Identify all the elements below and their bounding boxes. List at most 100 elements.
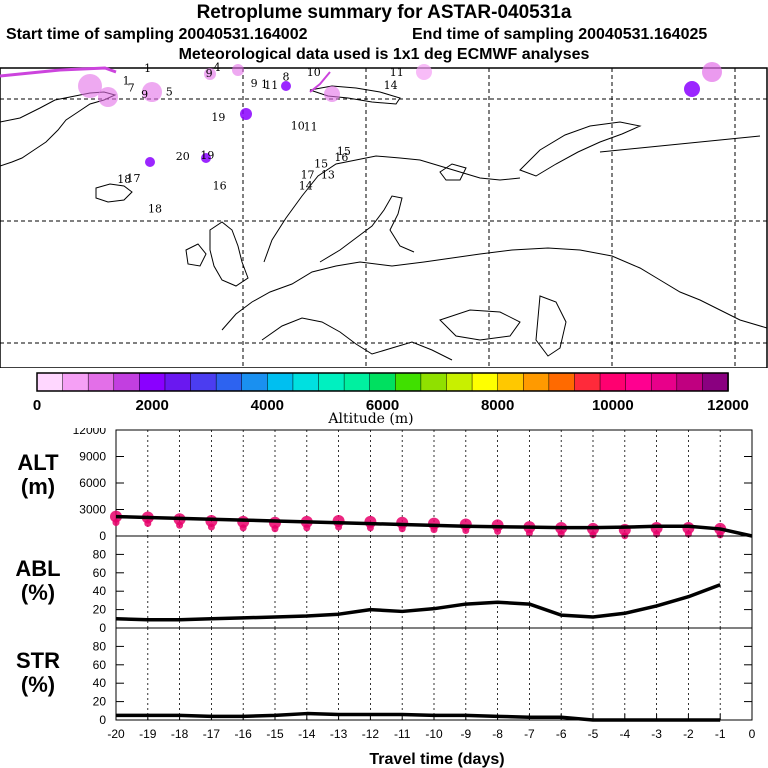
plume-marker bbox=[684, 81, 700, 97]
alt-point bbox=[398, 525, 406, 533]
trajectory-day-label: 14 bbox=[299, 179, 313, 192]
end-time: End time of sampling 20040531.164025 bbox=[412, 26, 708, 43]
alt-point bbox=[462, 527, 470, 535]
alt-point bbox=[335, 523, 343, 531]
colorbar-frame bbox=[36, 372, 729, 392]
white-sea bbox=[439, 163, 467, 181]
colorbar-swatch bbox=[446, 372, 473, 392]
plume-marker bbox=[281, 81, 291, 91]
series-line bbox=[116, 711, 721, 722]
colorbar-swatch bbox=[318, 372, 345, 392]
colorbar-swatch bbox=[599, 372, 627, 392]
trajectory-day-label: 10 bbox=[291, 120, 305, 133]
x-tick-label: -14 bbox=[298, 727, 316, 741]
plume-marker bbox=[324, 86, 340, 102]
y-tick-label: 80 bbox=[93, 547, 107, 561]
abl-panel: 0 20 40 60 80 ABL(%) bbox=[15, 535, 753, 635]
trajectory-day-label: 9 bbox=[141, 88, 148, 101]
colorbar-swatch bbox=[625, 372, 652, 392]
iceland-coast bbox=[95, 183, 133, 203]
colorbar-swatch bbox=[62, 372, 89, 392]
x-tick-label: -5 bbox=[588, 727, 599, 741]
colorbar-tick-label: 8000 bbox=[481, 397, 514, 414]
panel-axis-label: ABL bbox=[15, 556, 60, 581]
plume-marker bbox=[98, 87, 118, 107]
trajectory-day-label: 7 bbox=[128, 82, 135, 95]
colorbar-swatch bbox=[523, 372, 550, 392]
y-tick-label: 3000 bbox=[79, 503, 106, 517]
x-tick-label: -12 bbox=[362, 727, 380, 741]
colorbar-tick-label: 0 bbox=[33, 397, 41, 414]
alt-panel: 0 3000 6000 9000 12000 ALT(m) bbox=[17, 428, 753, 543]
plume-marker bbox=[702, 62, 722, 82]
colorbar-swatch bbox=[343, 372, 371, 392]
siberia-coast bbox=[599, 135, 761, 153]
y-tick-label: 40 bbox=[93, 584, 107, 598]
trajectory-day-label: 10 bbox=[307, 66, 321, 79]
panel-axis-label: STR bbox=[16, 648, 60, 673]
trajectory-day-label: 14 bbox=[384, 79, 398, 92]
x-axis: -20 -19 -18 -17 -16 -15 -14 -13 -12 -11 -10 -9 -8 -7-… bbox=[107, 714, 756, 741]
alt-point bbox=[366, 524, 374, 532]
continent-coast bbox=[221, 247, 768, 331]
colorbar-tick-label: 6000 bbox=[366, 397, 399, 414]
plume-marker bbox=[142, 82, 162, 102]
plume-marker bbox=[201, 153, 211, 163]
colorbar-swatch bbox=[215, 372, 243, 392]
trajectory-day-label: 15 bbox=[337, 145, 351, 158]
plume-marker bbox=[78, 74, 102, 98]
trajectory-day-label: 20 bbox=[176, 150, 190, 163]
trajectory-day-label: 19 bbox=[200, 149, 214, 162]
trajectory-day-label: 1 bbox=[261, 78, 268, 91]
plume-marker bbox=[204, 68, 216, 80]
plume-marker bbox=[240, 108, 252, 120]
x-tick-label: -8 bbox=[492, 727, 503, 741]
x-tick-label: -6 bbox=[556, 727, 567, 741]
colorbar-swatch bbox=[190, 372, 217, 392]
trajectory-day-label: 5 bbox=[166, 85, 173, 98]
trajectory-day-label: 11 bbox=[304, 121, 318, 134]
x-tick-label: -4 bbox=[619, 727, 630, 741]
trajectory-day-label: 4 bbox=[214, 61, 221, 74]
plume-markers bbox=[78, 62, 722, 167]
colorbar-swatch bbox=[471, 372, 499, 392]
map-frame bbox=[0, 67, 768, 368]
y-tick-label: 0 bbox=[99, 713, 106, 727]
alt-point bbox=[589, 531, 597, 539]
colorbar-swatch bbox=[395, 372, 422, 392]
y-tick-label: 6000 bbox=[79, 476, 106, 490]
trajectory-day-label: 11 bbox=[390, 66, 404, 79]
alt-point bbox=[110, 510, 122, 523]
alt-point bbox=[176, 521, 184, 529]
x-tick-label: -20 bbox=[107, 727, 125, 741]
colorbar-ticks: 0 2000 4000 6000 8000 10000 12000 bbox=[33, 397, 749, 414]
greenland-coast bbox=[0, 91, 117, 167]
alt-point bbox=[239, 524, 247, 532]
colorbar-swatch bbox=[548, 372, 576, 392]
trajectory-day-label: 16 bbox=[334, 151, 348, 164]
colorbar-swatch bbox=[676, 372, 704, 392]
colorbar-tick-label: 4000 bbox=[251, 397, 284, 414]
y-tick-label: 20 bbox=[93, 603, 107, 617]
y-tick-label: 80 bbox=[93, 639, 107, 653]
novaya-zemlya bbox=[519, 121, 642, 177]
colorbar-swatch bbox=[420, 372, 448, 392]
x-tick-label: -11 bbox=[394, 727, 411, 741]
caspian-sea bbox=[535, 295, 567, 357]
x-tick-label: 0 bbox=[749, 727, 756, 741]
y-tick-label: 12000 bbox=[73, 428, 107, 437]
y-tick-label: 0 bbox=[99, 529, 106, 543]
colorbar-swatch bbox=[139, 372, 166, 392]
colorbar-label: Altitude (m) bbox=[327, 411, 413, 427]
colorbar-swatch bbox=[650, 372, 678, 392]
colorbar-tick-label: 12000 bbox=[707, 397, 749, 414]
x-axis-title: Travel time (days) bbox=[369, 751, 504, 768]
trajectory-day-label: 1 bbox=[144, 62, 151, 75]
alt-point bbox=[112, 519, 120, 527]
trajectory-day-label: 15 bbox=[314, 157, 328, 170]
alt-point bbox=[430, 526, 438, 534]
chart-title: Retroplume summary for ASTAR-040531a bbox=[196, 2, 572, 23]
x-tick-label: -15 bbox=[266, 727, 284, 741]
x-tick-label: -2 bbox=[683, 727, 694, 741]
